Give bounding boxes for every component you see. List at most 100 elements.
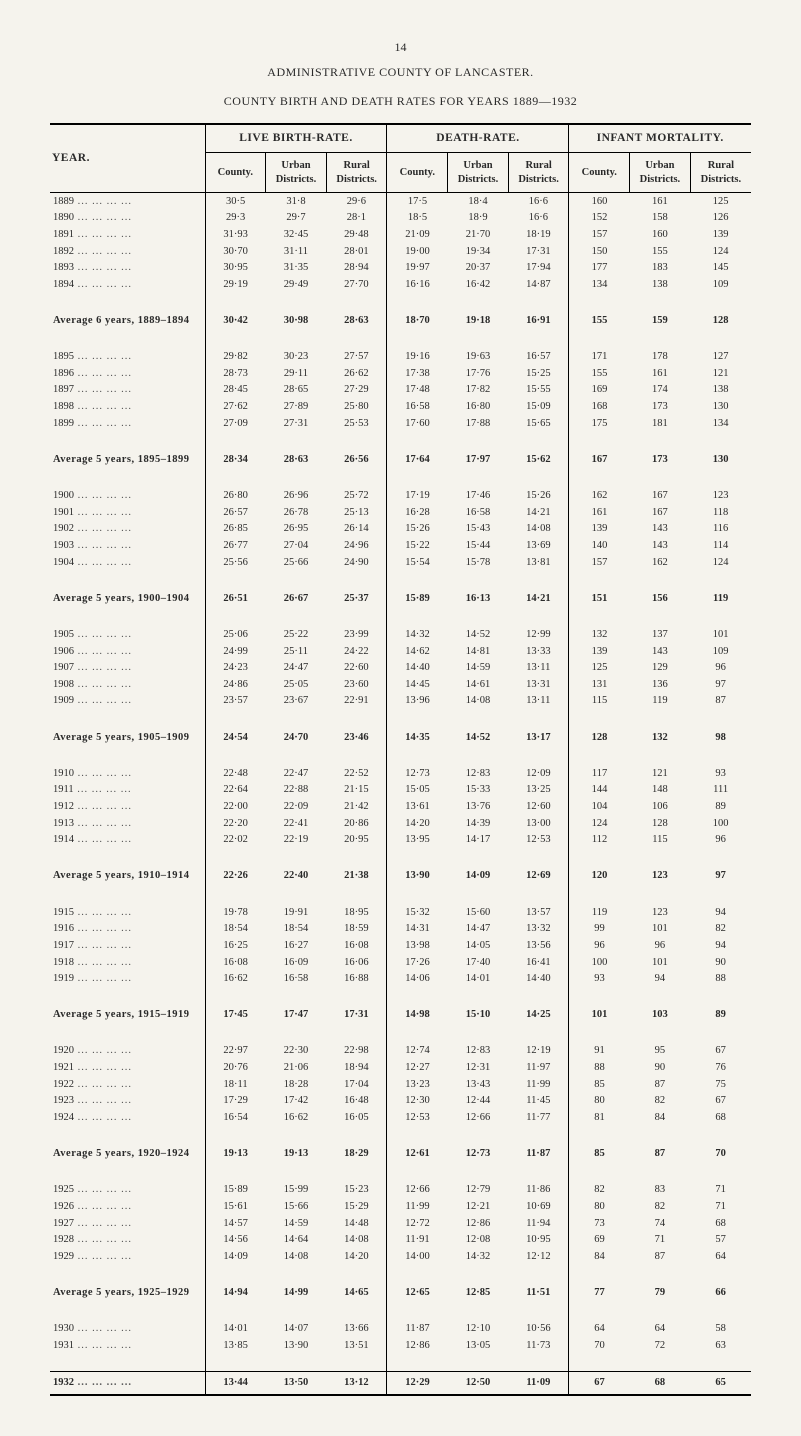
value-cell: 22·00 (205, 799, 266, 816)
average-value: 17·31 (326, 1004, 387, 1026)
spacer-row (50, 1354, 751, 1372)
average-value: 14·52 (448, 727, 509, 749)
value-cell: 67 (569, 1371, 630, 1394)
value-cell: 26·85 (205, 521, 266, 538)
table-row: 189728·4528·6527·2917·4817·8215·55169174… (50, 382, 751, 399)
value-cell: 90 (690, 954, 751, 971)
value-cell: 14·47 (448, 921, 509, 938)
year-cell: 1929 (50, 1248, 205, 1265)
spacer-row (50, 471, 751, 488)
value-cell: 15·05 (387, 782, 448, 799)
value-cell: 22·19 (266, 832, 327, 849)
value-cell: 24·86 (205, 676, 266, 693)
average-value: 26·56 (326, 449, 387, 471)
sub-county: County. (205, 152, 266, 192)
value-cell: 15·99 (266, 1182, 327, 1199)
value-cell: 82 (569, 1182, 630, 1199)
value-cell: 87 (630, 1248, 691, 1265)
value-cell: 73 (569, 1215, 630, 1232)
value-cell: 25·11 (266, 643, 327, 660)
value-cell: 64 (569, 1321, 630, 1338)
year-cell: 1890 (50, 210, 205, 227)
value-cell: 19·00 (387, 243, 448, 260)
value-cell: 25·13 (326, 504, 387, 521)
value-cell: 16·58 (266, 971, 327, 988)
average-row: Average 5 years, 1920–192419·1319·1318·2… (50, 1143, 751, 1165)
sub-rural: Rural Districts. (690, 152, 751, 192)
average-row: Average 5 years, 1915–191917·4517·4717·3… (50, 1004, 751, 1026)
sub-urban: Urban Districts. (630, 152, 691, 192)
value-cell: 15·60 (448, 904, 509, 921)
average-value: 66 (690, 1282, 751, 1304)
value-cell: 14·32 (448, 1248, 509, 1265)
value-cell: 16·25 (205, 937, 266, 954)
value-cell: 12·74 (387, 1043, 448, 1060)
value-cell: 10·69 (508, 1198, 569, 1215)
value-cell: 16·80 (448, 399, 509, 416)
value-cell: 83 (630, 1182, 691, 1199)
value-cell: 24·47 (266, 660, 327, 677)
value-cell: 16·28 (387, 504, 448, 521)
value-cell: 27·89 (266, 399, 327, 416)
value-cell: 157 (569, 554, 630, 571)
value-cell: 148 (630, 782, 691, 799)
table-row: 190525·0625·2223·9914·3214·5212·99132137… (50, 626, 751, 643)
average-value: 98 (690, 727, 751, 749)
year-cell: 1919 (50, 971, 205, 988)
table-row: 189827·6227·8925·8016·5816·8015·09168173… (50, 399, 751, 416)
value-cell: 68 (630, 1371, 691, 1394)
value-cell: 13·95 (387, 832, 448, 849)
table-row: 192814·5614·6414·0811·9112·0810·95697157 (50, 1232, 751, 1249)
value-cell: 13·51 (326, 1337, 387, 1354)
table-row: 190724·2324·4722·6014·4014·5913·11125129… (50, 660, 751, 677)
table-row: 191422·0222·1920·9513·9514·1712·53112115… (50, 832, 751, 849)
value-cell: 23·67 (266, 693, 327, 710)
value-cell: 112 (569, 832, 630, 849)
spacer-row (50, 609, 751, 626)
average-label: Average 5 years, 1905–1909 (50, 727, 205, 749)
table-row: 192022·9722·3022·9812·7412·8312·19919567 (50, 1043, 751, 1060)
value-cell: 15·32 (387, 904, 448, 921)
value-cell: 16·06 (326, 954, 387, 971)
value-cell: 25·22 (266, 626, 327, 643)
value-cell: 14·06 (387, 971, 448, 988)
average-value: 14·65 (326, 1282, 387, 1304)
value-cell: 16·6 (508, 193, 569, 210)
value-cell: 14·08 (326, 1232, 387, 1249)
table-row: 191222·0022·0921·4213·6113·7612·60104106… (50, 799, 751, 816)
value-cell: 14·57 (205, 1215, 266, 1232)
average-value: 24·54 (205, 727, 266, 749)
average-row: Average 5 years, 1895–189928·3428·6326·5… (50, 449, 751, 471)
value-cell: 74 (630, 1215, 691, 1232)
value-cell: 128 (630, 815, 691, 832)
value-cell: 11·87 (387, 1321, 448, 1338)
value-cell: 25·56 (205, 554, 266, 571)
value-cell: 17·94 (508, 260, 569, 277)
average-label: Average 5 years, 1920–1924 (50, 1143, 205, 1165)
value-cell: 25·72 (326, 488, 387, 505)
value-cell: 19·63 (448, 349, 509, 366)
table-row: 191519·7819·9118·9515·3215·6013·57119123… (50, 904, 751, 921)
value-cell: 12·86 (387, 1337, 448, 1354)
average-value: 119 (690, 588, 751, 610)
value-cell: 71 (630, 1232, 691, 1249)
value-cell: 12·12 (508, 1248, 569, 1265)
value-cell: 26·62 (326, 365, 387, 382)
average-row: Average 5 years, 1925–192914·9414·9914·6… (50, 1282, 751, 1304)
value-cell: 22·52 (326, 765, 387, 782)
value-cell: 124 (690, 243, 751, 260)
year-cell: 1907 (50, 660, 205, 677)
table-row: 191916·6216·5816·8814·0614·0114·40939488 (50, 971, 751, 988)
value-cell: 13·81 (508, 554, 569, 571)
value-cell: 11·45 (508, 1093, 569, 1110)
spacer-row (50, 293, 751, 310)
value-cell: 14·08 (266, 1248, 327, 1265)
year-cell: 1897 (50, 382, 205, 399)
value-cell: 101 (630, 954, 691, 971)
value-cell: 18·94 (326, 1060, 387, 1077)
year-cell: 1911 (50, 782, 205, 799)
value-cell: 15·26 (387, 521, 448, 538)
value-cell: 27·09 (205, 415, 266, 432)
value-cell: 12·21 (448, 1198, 509, 1215)
value-cell: 143 (630, 537, 691, 554)
